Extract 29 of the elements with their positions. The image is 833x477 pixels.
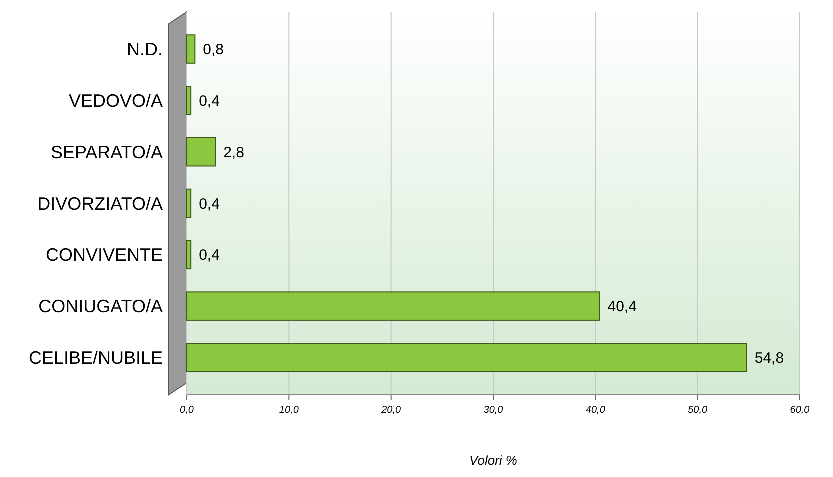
data-label: 40,4 bbox=[608, 298, 637, 316]
x-tick-label: 50,0 bbox=[688, 405, 708, 416]
x-tick-label: 10,0 bbox=[279, 405, 300, 416]
x-tick-label: 60,0 bbox=[790, 405, 810, 416]
data-label: 0,4 bbox=[199, 196, 220, 213]
data-label: 0,4 bbox=[199, 247, 220, 264]
x-tick-label: 40,0 bbox=[586, 405, 606, 416]
data-label: 2,8 bbox=[224, 144, 244, 162]
bar bbox=[186, 240, 192, 270]
y-tick-label: N.D. bbox=[127, 40, 163, 60]
x-tick-label: 0,0 bbox=[180, 405, 194, 416]
data-label: 54,8 bbox=[754, 350, 784, 367]
y-tick-label: CONVIVENTE bbox=[46, 245, 163, 266]
y-tick-label: SEPARATO/A bbox=[50, 142, 163, 162]
bar bbox=[186, 188, 192, 218]
y-tick-label: DIVORZIATO/A bbox=[38, 194, 163, 214]
x-axis-title: Volori % bbox=[470, 453, 518, 468]
x-tick-label: 30,0 bbox=[484, 405, 504, 416]
bar bbox=[186, 343, 748, 372]
data-label: 0,4 bbox=[199, 92, 220, 110]
bar bbox=[186, 34, 196, 64]
data-label: 0,8 bbox=[203, 42, 224, 59]
bar bbox=[186, 292, 600, 321]
y-tick-label: VEDOVO/A bbox=[68, 90, 163, 111]
bar bbox=[186, 86, 192, 116]
y-tick-label: CONIUGATO/A bbox=[38, 296, 163, 317]
y-tick-label: CELIBE/NUBILE bbox=[28, 348, 163, 368]
x-tick-label: 20,0 bbox=[380, 405, 402, 416]
bar bbox=[186, 137, 216, 167]
